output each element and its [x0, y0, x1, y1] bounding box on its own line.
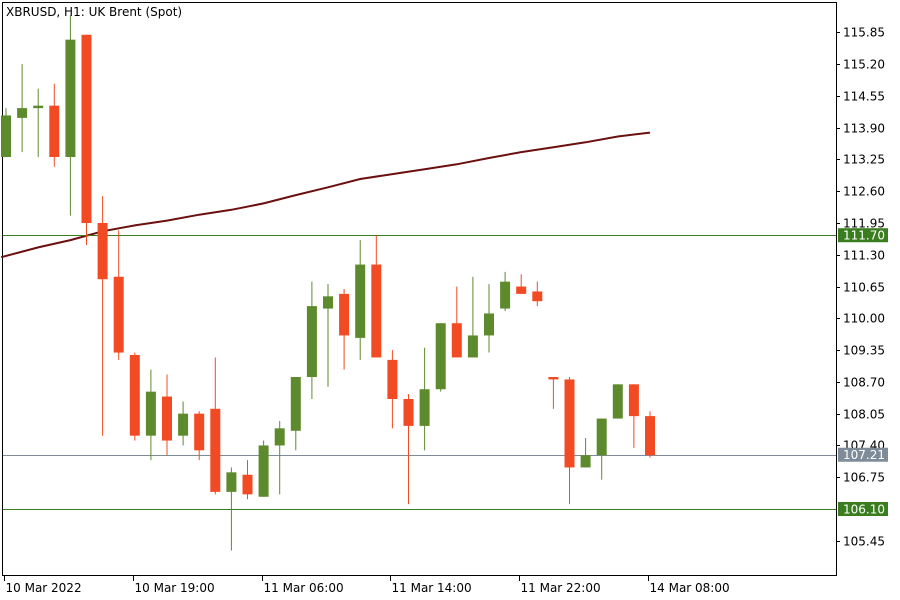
- candle-body-14: [226, 472, 237, 492]
- price-label-106.75: 106.75: [843, 471, 885, 485]
- candle-body-32: [516, 286, 527, 294]
- candle-body-3: [49, 105, 60, 157]
- candle-body-40: [645, 416, 655, 456]
- price-label-110.00: 110.00: [843, 312, 885, 326]
- price-label-115.20: 115.20: [843, 58, 885, 72]
- price-badge-107.21: [838, 447, 888, 462]
- time-label-32: 11 Mar 22:00: [521, 581, 601, 595]
- candle-body-39: [628, 384, 639, 417]
- candle-body-29: [467, 335, 478, 358]
- time-label-8: 10 Mar 19:00: [135, 581, 215, 595]
- moving-average-line: [0, 131, 651, 259]
- candle-body-21: [339, 293, 350, 336]
- candle-body-12: [194, 413, 205, 451]
- candle-body-23: [371, 264, 382, 358]
- candle-body-0: [1, 115, 11, 157]
- candle-body-20: [323, 296, 333, 309]
- price-badge-text-107.21: 107.21: [843, 448, 885, 462]
- price-badge-text-106.10: 106.10: [843, 503, 885, 517]
- candle-body-35: [564, 379, 575, 468]
- candle-body-25: [403, 399, 414, 426]
- candle-body-4: [65, 39, 76, 157]
- candle-body-33: [532, 291, 543, 302]
- candle-body-28: [451, 323, 462, 358]
- time-label-40: 14 Mar 08:00: [650, 581, 730, 595]
- price-axis: 115.85 115.20 114.55 113.90 113.25 112.60 111.…: [836, 26, 885, 549]
- candle-body-15: [242, 474, 253, 495]
- price-badge-106.10: [838, 502, 888, 516]
- candle-body-5: [81, 34, 92, 224]
- time-label-0: 10 Mar 2022: [6, 581, 82, 595]
- candle-body-6: [97, 223, 108, 280]
- price-label-111.95: 111.95: [843, 217, 885, 231]
- price-badge-111.70: [838, 228, 888, 243]
- price-label-109.35: 109.35: [843, 344, 885, 358]
- candle-body-18: [290, 377, 301, 431]
- price-badge-text-111.70: 111.70: [843, 229, 885, 243]
- price-label-113.25: 113.25: [843, 153, 885, 167]
- price-label-111.30: 111.30: [843, 249, 885, 263]
- candle-body-10: [162, 396, 172, 441]
- price-label-114.55: 114.55: [843, 90, 885, 104]
- candle-body-16: [258, 445, 269, 497]
- price-label-112.60: 112.60: [843, 185, 885, 199]
- candle-body-9: [145, 391, 156, 436]
- candle-body-30: [484, 313, 494, 336]
- candles-layer: [1, 15, 655, 551]
- candle-body-11: [178, 413, 189, 436]
- price-badges: 111.70 107.21 106.10: [838, 228, 888, 517]
- candle-body-38: [612, 384, 623, 419]
- time-axis: 10 Mar 2022 10 Mar 19:00 11 Mar 06:00 11 Ma…: [4, 575, 730, 595]
- price-label-113.90: 113.90: [843, 122, 885, 136]
- candle-body-1: [17, 108, 28, 118]
- candle-body-7: [113, 276, 124, 353]
- price-label-115.85: 115.85: [843, 26, 885, 40]
- candle-body-37: [596, 418, 607, 456]
- candle-body-34: [548, 377, 559, 380]
- candle-body-36: [580, 455, 591, 468]
- moving-average-layer: [0, 131, 651, 259]
- candle-body-19: [306, 306, 317, 377]
- candle-body-13: [210, 408, 221, 492]
- price-label-108.05: 108.05: [843, 408, 885, 422]
- price-label-105.45: 105.45: [843, 535, 885, 549]
- time-label-16: 11 Mar 06:00: [264, 581, 344, 595]
- candle-body-26: [419, 389, 430, 426]
- candle-body-22: [355, 264, 366, 338]
- candle-body-2: [33, 105, 44, 109]
- candle-body-27: [435, 323, 446, 390]
- time-label-24: 11 Mar 14:00: [392, 581, 472, 595]
- plot-frame: [2, 2, 837, 576]
- candle-body-17: [274, 428, 285, 446]
- candle-body-24: [387, 359, 398, 399]
- chart-title: XBRUSD, H1: UK Brent (Spot): [6, 5, 182, 19]
- candle-body-8: [129, 355, 140, 436]
- horizontal-lines-layer: [3, 235, 836, 510]
- candle-body-31: [500, 281, 511, 309]
- price-label-110.65: 110.65: [843, 281, 885, 295]
- price-label-108.70: 108.70: [843, 376, 885, 390]
